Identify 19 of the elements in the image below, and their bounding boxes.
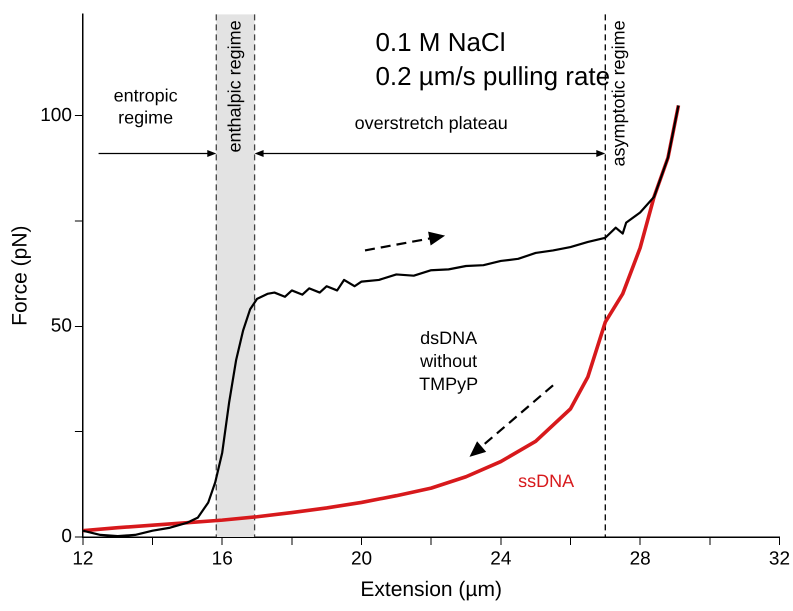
annotation: 0.2 µm/s pulling rate <box>375 60 610 91</box>
annotation: overstretch plateau <box>354 112 508 133</box>
x-axis-title: Extension (µm) <box>360 578 502 602</box>
band-label: enthalpic regime <box>224 20 244 152</box>
x-tick-label: 12 <box>72 548 94 570</box>
text: dsDNA without TMPyP <box>419 328 478 394</box>
x-tick-label: 20 <box>350 548 372 570</box>
x-tick-label: 16 <box>212 548 233 570</box>
series-label: ssDNA <box>518 471 574 492</box>
ref-line-label: asymptotic regime <box>608 20 628 166</box>
y-axis-title: Force (pN) <box>8 226 32 326</box>
annotation: 0.1 M NaCl <box>375 27 506 58</box>
y-tick-label: 0 <box>61 526 72 548</box>
y-tick-label: 100 <box>40 104 72 126</box>
x-tick-label: 24 <box>490 548 512 570</box>
y-tick-label: 50 <box>50 316 72 337</box>
x-tick-label: 28 <box>630 548 651 570</box>
annotation: entropic regime <box>114 86 178 128</box>
x-tick-label: 32 <box>768 548 790 570</box>
